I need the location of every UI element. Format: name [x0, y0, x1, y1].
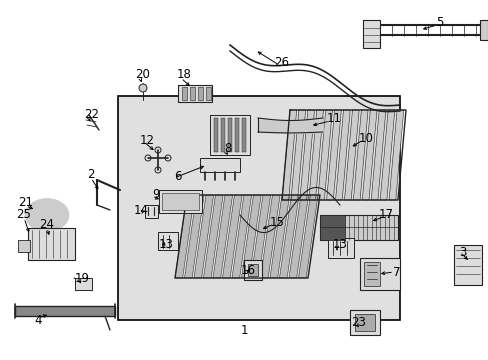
Text: 8: 8: [224, 141, 231, 154]
Polygon shape: [317, 110, 332, 200]
Polygon shape: [194, 195, 213, 278]
Bar: [190, 87, 195, 100]
Bar: [75, 278, 92, 290]
Text: 13: 13: [332, 238, 347, 252]
Text: 4: 4: [34, 314, 41, 327]
Text: 2: 2: [87, 168, 95, 181]
Polygon shape: [282, 110, 296, 200]
Bar: [319, 215, 397, 240]
Polygon shape: [298, 195, 318, 278]
Bar: [200, 158, 240, 172]
Text: 19: 19: [74, 271, 89, 284]
Polygon shape: [175, 195, 194, 278]
Text: 13: 13: [158, 238, 173, 252]
Bar: [205, 87, 210, 100]
Polygon shape: [279, 195, 299, 278]
Bar: [214, 118, 218, 152]
Text: 18: 18: [176, 68, 191, 81]
Polygon shape: [344, 110, 358, 200]
Bar: [15, 306, 115, 316]
Text: 25: 25: [17, 208, 31, 221]
Polygon shape: [362, 110, 376, 200]
Bar: [182, 87, 186, 100]
Polygon shape: [288, 195, 308, 278]
Polygon shape: [353, 110, 367, 200]
Bar: [327, 238, 353, 258]
Bar: [145, 205, 158, 218]
Bar: [198, 87, 203, 100]
Bar: [118, 96, 399, 320]
Bar: [359, 258, 399, 290]
Text: 9: 9: [152, 189, 160, 202]
Bar: [209, 115, 249, 155]
Bar: [159, 190, 202, 213]
Bar: [242, 118, 245, 152]
Polygon shape: [290, 110, 305, 200]
Bar: [244, 260, 262, 280]
Bar: [247, 264, 258, 276]
Text: 1: 1: [240, 324, 247, 337]
Text: 17: 17: [378, 208, 393, 221]
Text: 15: 15: [269, 216, 284, 229]
Text: 3: 3: [458, 246, 466, 258]
Text: 10: 10: [358, 131, 373, 144]
Polygon shape: [299, 110, 314, 200]
Bar: [158, 232, 178, 250]
Bar: [227, 118, 231, 152]
Polygon shape: [231, 195, 251, 278]
Polygon shape: [388, 110, 403, 200]
Bar: [354, 314, 374, 331]
Polygon shape: [213, 195, 232, 278]
Polygon shape: [222, 195, 242, 278]
Bar: [221, 118, 224, 152]
Text: 5: 5: [435, 15, 443, 28]
Bar: [28, 228, 75, 260]
Text: 22: 22: [84, 108, 99, 122]
Circle shape: [139, 84, 147, 92]
Bar: [453, 245, 481, 285]
Bar: [162, 193, 199, 210]
Text: 16: 16: [240, 265, 255, 278]
Polygon shape: [269, 195, 289, 278]
Ellipse shape: [31, 203, 63, 227]
Bar: [479, 20, 487, 40]
Bar: [235, 118, 239, 152]
Text: 20: 20: [135, 68, 150, 81]
Bar: [349, 310, 379, 335]
Polygon shape: [250, 195, 270, 278]
Polygon shape: [335, 110, 349, 200]
Polygon shape: [308, 110, 323, 200]
Bar: [18, 240, 30, 252]
Text: 6: 6: [174, 171, 182, 184]
Polygon shape: [326, 110, 341, 200]
Text: 7: 7: [392, 266, 400, 279]
Polygon shape: [203, 195, 223, 278]
Ellipse shape: [25, 198, 69, 231]
Text: 26: 26: [274, 55, 289, 68]
Polygon shape: [370, 110, 385, 200]
Text: 21: 21: [19, 197, 34, 210]
Polygon shape: [379, 110, 394, 200]
Text: 24: 24: [40, 219, 54, 231]
Text: 11: 11: [326, 112, 341, 126]
Bar: [178, 85, 212, 102]
Bar: [319, 215, 345, 240]
Polygon shape: [260, 195, 280, 278]
Polygon shape: [241, 195, 261, 278]
Bar: [363, 262, 379, 286]
Polygon shape: [184, 195, 203, 278]
Bar: [362, 20, 379, 48]
Text: 12: 12: [139, 134, 154, 147]
Text: 23: 23: [351, 315, 366, 328]
Text: 14: 14: [133, 203, 148, 216]
